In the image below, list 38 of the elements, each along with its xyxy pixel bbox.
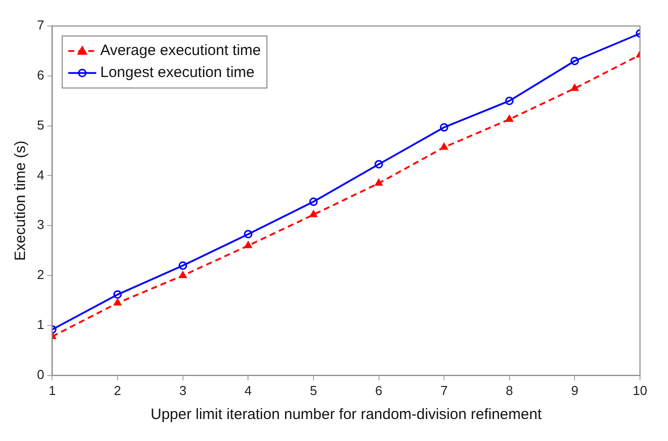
x-tick-label: 5 (310, 382, 318, 398)
point (440, 123, 448, 132)
point (310, 210, 318, 218)
y-tick-label: 2 (36, 267, 44, 282)
x-axis-title: Upper limit iteration number for random-division refinement (150, 406, 542, 424)
x-tick-label: 2 (114, 382, 122, 398)
point (244, 230, 252, 238)
point (440, 143, 448, 150)
point (179, 271, 187, 278)
y-tick-label: 1 (36, 317, 44, 332)
point (113, 290, 122, 299)
point (374, 160, 384, 169)
x-tick-label: 3 (179, 382, 186, 398)
y-tick-label: 0 (36, 366, 44, 382)
point (114, 298, 122, 306)
point (570, 84, 578, 91)
point (506, 115, 514, 122)
x-tick-label: 8 (506, 382, 513, 398)
legend-label: Longest execution time (100, 64, 254, 82)
y-axis-title: Execution time (s) (12, 140, 30, 261)
point (244, 241, 252, 248)
point (570, 56, 579, 66)
x-tick-label: 7 (440, 382, 448, 398)
point (505, 96, 514, 106)
legend-label: Average executiont time (100, 42, 261, 60)
x-tick-label: 9 (571, 382, 578, 398)
point (374, 178, 383, 186)
y-tick-label: 3 (36, 217, 44, 232)
y-tick-label: 4 (36, 167, 44, 182)
point (309, 197, 318, 206)
x-tick-label: 1 (48, 382, 56, 398)
x-tick-label: 6 (375, 382, 382, 398)
y-tick-label: 5 (36, 117, 44, 132)
x-tick-label: 10 (632, 382, 648, 398)
y-tick-label: 7 (36, 18, 44, 33)
point (178, 261, 188, 270)
y-tick-label: 6 (36, 67, 44, 82)
x-tick-label: 4 (244, 382, 252, 398)
